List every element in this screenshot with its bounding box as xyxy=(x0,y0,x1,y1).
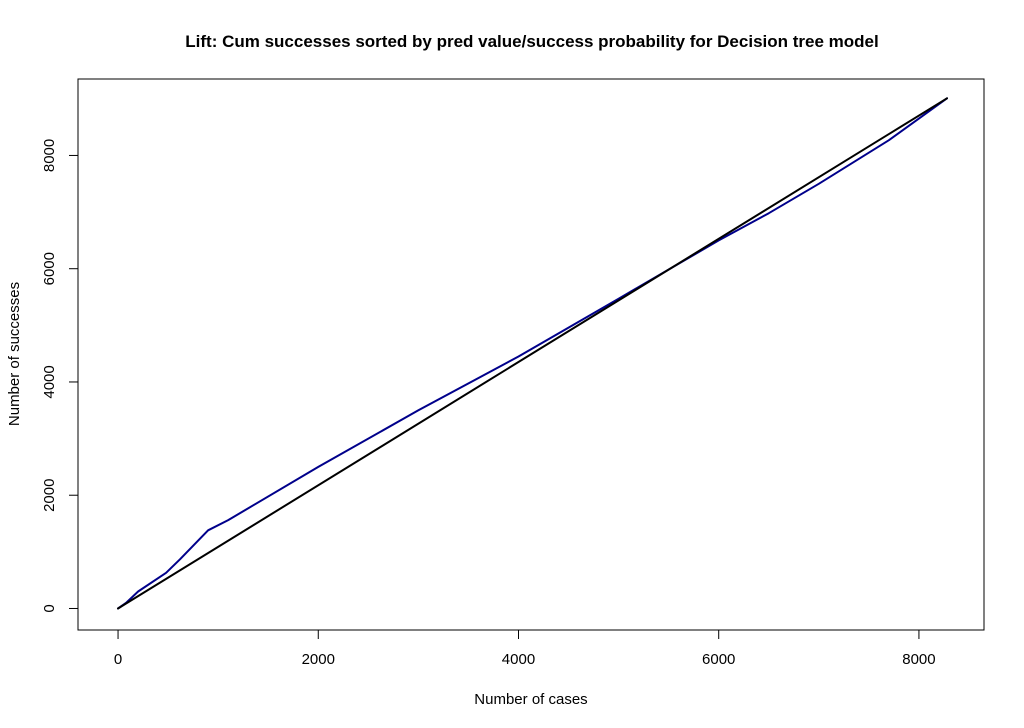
y-tick-label: 0 xyxy=(41,604,58,612)
x-tick-label: 2000 xyxy=(302,651,335,668)
y-tick-label: 4000 xyxy=(41,365,58,398)
y-axis: 0 2000 4000 6000 8000 xyxy=(41,139,79,613)
y-tick-label: 2000 xyxy=(41,479,58,512)
y-axis-label: Number of successes xyxy=(6,282,23,426)
x-tick-label: 4000 xyxy=(502,651,535,668)
y-tick-label: 8000 xyxy=(41,139,58,172)
x-axis: 0 2000 4000 6000 8000 xyxy=(114,629,936,668)
series-layer xyxy=(117,97,948,610)
x-tick-label: 6000 xyxy=(702,651,735,668)
x-axis-label: Number of cases xyxy=(474,691,587,708)
baseline-line xyxy=(117,97,948,610)
x-tick-label: 0 xyxy=(114,651,122,668)
y-tick-label: 6000 xyxy=(41,252,58,285)
x-tick-label: 8000 xyxy=(902,651,935,668)
lift-curve-line xyxy=(117,97,948,610)
chart-title: Lift: Cum successes sorted by pred value… xyxy=(185,32,878,51)
